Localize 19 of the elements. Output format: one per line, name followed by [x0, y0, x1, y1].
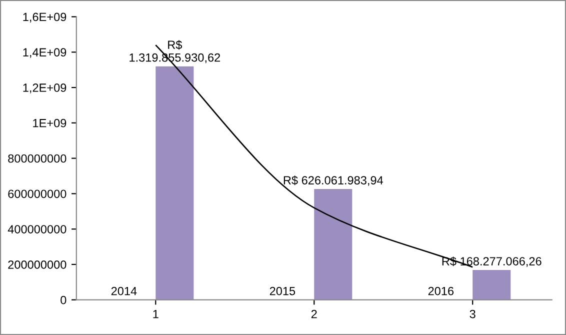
y-tick-label: 200000000 — [8, 260, 66, 269]
x-tick-label: 1 — [153, 310, 158, 318]
data-label: R$ 626.061.983,94 — [284, 176, 384, 186]
y-tick-label: 1,4E+09 — [23, 48, 66, 58]
annotation: 2015 — [270, 286, 296, 296]
bar — [156, 66, 194, 300]
y-tick-label: 400000000 — [8, 225, 66, 234]
y-tick-label: 0 — [60, 296, 66, 304]
x-tick-label: 2 — [311, 310, 317, 318]
bar — [472, 270, 511, 300]
y-tick-label: 800000000 — [8, 154, 66, 163]
y-tick-label: 1,6E+09 — [23, 12, 66, 23]
y-tick-label: 1E+09 — [33, 118, 66, 128]
annotation: 2016 — [428, 286, 454, 296]
y-tick-label: 1,2E+09 — [23, 84, 66, 94]
bar — [314, 189, 352, 300]
x-tick-label: 3 — [470, 310, 476, 318]
y-tick-label: 600000000 — [8, 190, 66, 198]
annotation: 2014 — [111, 286, 137, 296]
